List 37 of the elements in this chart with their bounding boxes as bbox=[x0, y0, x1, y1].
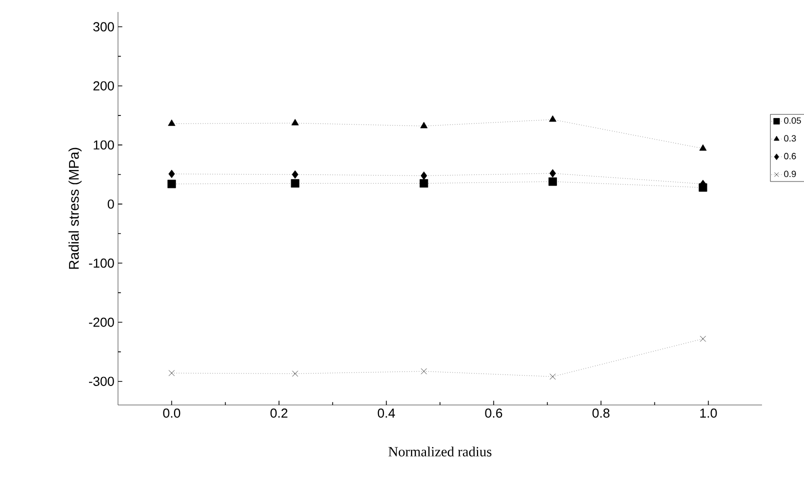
y-tick-label: 0 bbox=[108, 199, 114, 209]
point bbox=[548, 177, 557, 186]
point bbox=[168, 170, 175, 178]
point bbox=[420, 368, 427, 374]
legend-label: 0.3 bbox=[784, 135, 796, 142]
y-tick-label: 300 bbox=[93, 22, 114, 32]
point bbox=[699, 144, 707, 151]
point bbox=[420, 171, 428, 180]
point bbox=[700, 336, 706, 342]
x-tick-label: 0.4 bbox=[378, 408, 395, 418]
legend-label: 0.9 bbox=[784, 170, 796, 178]
legend-label: 0.6 bbox=[784, 152, 796, 160]
y-tick-label: 200 bbox=[93, 81, 114, 90]
y-tick-label: -200 bbox=[89, 318, 114, 327]
point bbox=[167, 180, 176, 188]
y-tick-label: -100 bbox=[89, 258, 114, 268]
point bbox=[291, 118, 299, 126]
point bbox=[292, 370, 298, 377]
legend-label: 0.05 bbox=[784, 117, 801, 124]
point bbox=[290, 179, 300, 188]
point bbox=[168, 119, 176, 126]
x-tick-label: 0.8 bbox=[592, 408, 610, 418]
y-tick-label: -300 bbox=[89, 376, 114, 386]
y-tick-label: 100 bbox=[94, 140, 114, 150]
point bbox=[550, 374, 556, 380]
point bbox=[168, 370, 175, 376]
point bbox=[420, 122, 428, 128]
x-axis-title: Normalized radius bbox=[388, 446, 492, 456]
point bbox=[420, 179, 428, 188]
point bbox=[550, 169, 556, 178]
x-tick-label: 0.0 bbox=[163, 408, 180, 418]
x-tick-label: 0.6 bbox=[485, 408, 502, 418]
x-tick-label: 0.2 bbox=[270, 408, 288, 418]
y-axis-title: Radial stress (MPa) bbox=[68, 148, 82, 269]
point bbox=[549, 115, 556, 122]
x-tick-label: 1.0 bbox=[700, 408, 717, 418]
point bbox=[292, 170, 298, 179]
